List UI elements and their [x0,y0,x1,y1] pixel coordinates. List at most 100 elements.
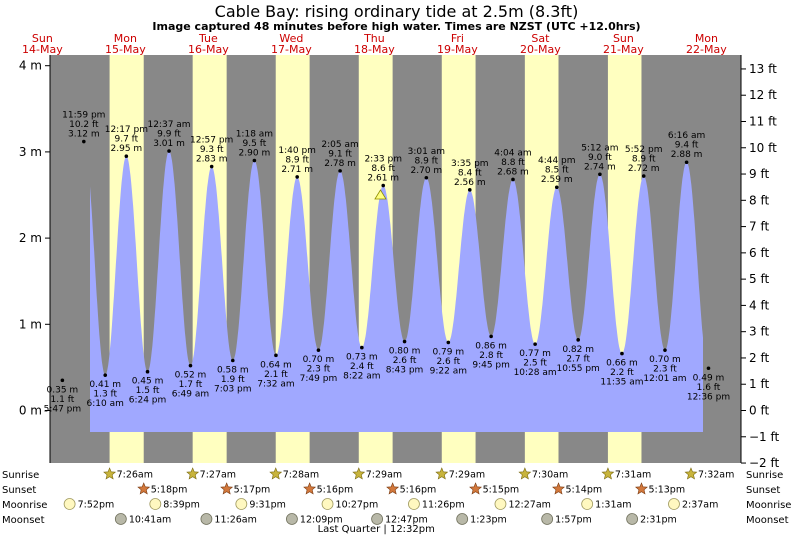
right-tick-label: 5 ft [749,272,769,286]
high-tide-label: 2.95 m [111,144,143,154]
sunrise-icon [186,467,200,480]
low-tide-label: 5:47 pm [44,404,82,414]
moonrise-icon [668,498,680,510]
high-tide-label: 2:05 am [321,140,358,150]
extreme-point [706,366,711,371]
high-tide-label: 11:59 pm [62,111,105,121]
moonrise-time: 10:27pm [336,500,379,511]
extreme-point [533,342,537,346]
high-tide-label: 3:01 am [408,147,445,157]
low-tide-label: 0.35 m [47,385,79,395]
right-tick-label: 2 ft [749,351,769,365]
sunrise-icon [103,467,117,480]
astro-row-label-left: Sunrise [2,470,39,481]
low-tide-label: 9:22 am [430,366,467,376]
moonset-icon [114,513,127,525]
low-tide-label: 1.9 ft [221,375,245,385]
extreme-point [402,339,407,344]
low-tide-label: 0.70 m [649,355,681,365]
day-date-label: 16-May [188,43,229,56]
high-tide-label: 3.12 m [68,130,100,140]
day-date-label: 17-May [271,43,312,56]
high-tide-label: 12:57 pm [190,136,233,146]
high-tide-label: 9.3 ft [200,145,224,155]
astro-row-label-right: Moonset [746,515,789,526]
day-name-label: Mon [695,32,718,45]
low-tide-label: 9:45 pm [472,360,510,370]
sunset-time: 5:14pm [565,485,602,496]
day-date-label: 21-May [603,43,644,56]
extreme-point [641,174,646,178]
moonrise-time: 2:37am [682,500,718,511]
low-tide-label: 2.3 ft [307,365,331,375]
high-tide-label: 3.01 m [153,139,185,149]
day-date-label: 14-May [22,43,63,56]
sunset-time: 5:16pm [400,485,437,496]
astro-row-label-right: Sunrise [746,470,783,481]
moonrise-time: 9:31pm [249,500,286,511]
moonrise-icon [235,498,248,510]
sunset-time: 5:16pm [317,485,354,496]
high-tide-label: 8.8 ft [501,158,525,168]
low-tide-label: 0.80 m [389,347,421,357]
sunrise-time: 7:27am [200,470,236,481]
right-tick-label: 0 ft [749,404,769,418]
chart-subtitle: Image captured 48 minutes before high wa… [152,20,640,33]
high-tide-label: 8.4 ft [458,168,482,178]
low-tide-label: 0.77 m [519,349,551,359]
low-tide-label: 7:03 pm [214,385,252,395]
moonrise-time: 8:39pm [163,500,200,511]
extreme-point [467,188,472,192]
low-tide-label: 0.41 m [89,380,121,390]
moon-phase-label: Last Quarter | 12:32pm [318,524,435,535]
high-tide-label: 9.5 ft [243,139,267,149]
high-tide-label: 5:12 am [581,143,618,153]
right-tick-label: 6 ft [749,246,769,260]
moonrise-time: 12:27am [508,500,550,511]
high-tide-label: 2.71 m [281,165,313,175]
day-name-label: Sun [32,32,53,45]
low-tide-label: 2.4 ft [350,362,374,372]
extreme-point [103,373,108,377]
extreme-point [381,183,386,188]
right-tick-label: −1 ft [749,430,780,444]
extreme-point [145,369,150,374]
moonrise-icon [321,498,334,510]
astro-table: Sunrise Sunrise Sunset Sunset Moonrise Moonri… [2,467,791,535]
sunrise-time: 7:29am [366,470,402,481]
sunset-icon [469,482,483,495]
high-tide-label: 12:37 am [147,120,190,130]
high-tide-label: 2.56 m [454,178,486,188]
astro-row-label-right: Sunset [746,485,780,496]
high-tide-label: 12:17 pm [105,125,148,135]
sunrise-icon [601,467,615,480]
astro-row-label-left: Moonset [2,515,45,526]
moonset-icon [456,513,469,525]
moonset-time: 1:23pm [470,515,507,526]
moonset-time: 12:47pm [385,515,428,526]
astro-row-label-left: Sunset [2,485,36,496]
sunset-time: 5:17pm [234,485,271,496]
astro-row-label-left: Moonrise [2,500,47,511]
extreme-point [576,338,580,342]
low-tide-label: 2.6 ft [436,357,460,367]
day-name-label: Wed [279,32,303,45]
sunset-time: 5:18pm [151,485,188,496]
extreme-point [424,175,429,180]
left-tick-label: 4 m [19,59,42,73]
high-tide-label: 1:40 pm [278,146,316,156]
sunrise-time: 7:26am [117,470,153,481]
moonrise-time: 1:31am [595,500,631,511]
low-tide-label: 0.73 m [346,353,378,363]
extreme-point [209,164,214,169]
extreme-point [124,154,129,159]
low-tide-label: 2.5 ft [523,359,547,369]
low-tide-label: 10:55 pm [557,364,600,374]
right-tick-label: 10 ft [749,141,777,155]
sunset-icon [303,482,317,495]
low-tide-label: 2.3 ft [653,365,677,375]
day-name-label: Tue [198,32,218,45]
sunset-icon [386,482,400,495]
